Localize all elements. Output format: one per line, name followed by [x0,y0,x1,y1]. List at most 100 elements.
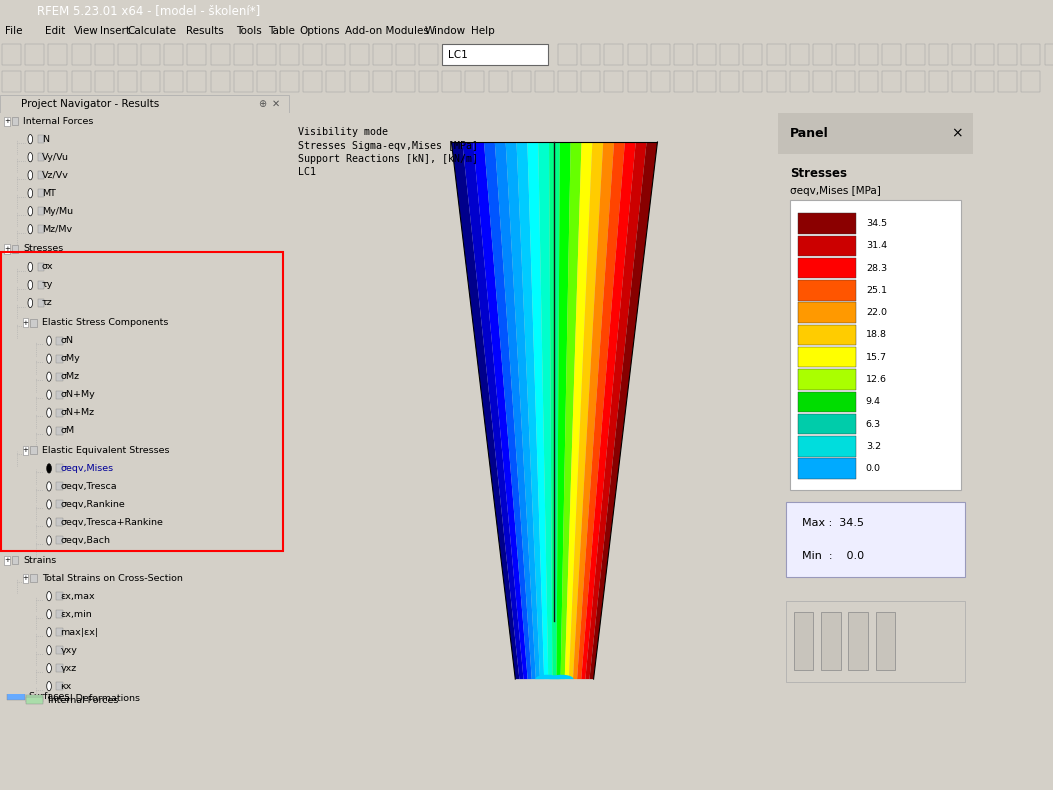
Bar [465,70,484,92]
Text: Insert: Insert [100,26,130,36]
Bar [2,70,21,92]
Bar [141,70,160,92]
Bar [906,43,925,66]
Bar [442,70,461,92]
Bar [882,70,901,92]
Text: 25.1: 25.1 [866,286,887,295]
Bar [859,43,878,66]
Bar [0,95,289,113]
Bar [535,70,554,92]
Circle shape [46,627,52,637]
Text: Tools: Tools [236,26,261,36]
Bar [798,347,856,367]
Circle shape [46,482,52,491]
Text: RFEM 5.23.01 x64 - [model - školení*]: RFEM 5.23.01 x64 - [model - školení*] [37,4,260,17]
Bar [697,70,716,92]
Text: MT: MT [42,189,56,198]
Bar [396,70,415,92]
Circle shape [46,536,52,545]
Text: +: + [23,320,28,325]
Bar [280,70,299,92]
Bar [31,446,37,454]
Text: 0.0: 0.0 [866,464,880,473]
Text: 15.7: 15.7 [866,353,887,362]
Polygon shape [462,142,523,679]
Bar [798,414,856,435]
Bar [798,369,856,389]
Text: N: N [42,134,48,144]
Bar [790,43,809,66]
Bar [1045,43,1053,66]
Text: Total Strains on Cross-Section: Total Strains on Cross-Section [42,574,183,583]
Bar [72,70,91,92]
Text: Internal Forces: Internal Forces [23,117,94,126]
Circle shape [46,517,52,527]
Bar [211,70,230,92]
Text: τy: τy [42,280,54,289]
Polygon shape [556,142,571,679]
Bar [118,70,137,92]
Text: εx,max: εx,max [61,592,95,600]
Text: 31.4: 31.4 [866,242,887,250]
Bar [4,555,9,565]
Bar [23,574,28,583]
Bar [720,43,739,66]
Text: σeqv,Bach: σeqv,Bach [61,536,111,545]
Polygon shape [560,142,581,679]
Bar [187,43,206,66]
Bar [118,43,137,66]
Bar [674,43,693,66]
Polygon shape [585,142,647,679]
Bar [350,43,369,66]
Text: 12.6: 12.6 [866,375,887,384]
Bar [558,70,577,92]
Bar [56,483,62,491]
Bar [38,299,44,307]
Bar [56,390,62,399]
Bar [798,436,856,457]
Text: σM: σM [61,426,75,435]
Circle shape [46,682,52,690]
Circle shape [46,645,52,655]
Bar [373,43,392,66]
Bar [56,536,62,544]
Text: Visibility mode
Stresses Sigma-eqv,Mises [MPa]
Support Reactions [kN], [kN/m]
LC: Visibility mode Stresses Sigma-eqv,Mises… [298,127,478,177]
Bar [628,43,647,66]
Text: Calculate: Calculate [127,26,177,36]
Polygon shape [484,142,532,679]
Text: max|εx|: max|εx| [61,628,99,637]
Bar [56,628,62,636]
Circle shape [46,592,52,601]
Bar [975,70,994,92]
Bar [794,612,813,671]
Circle shape [28,189,33,198]
Bar [31,318,37,327]
Text: σeqv,Mises: σeqv,Mises [61,464,114,473]
Bar [141,43,160,66]
Circle shape [46,354,52,363]
Bar [257,43,276,66]
Bar [56,427,62,435]
Bar [12,245,18,253]
Bar [998,70,1017,92]
Bar [396,43,415,66]
Text: τz: τz [42,299,53,307]
Bar [56,664,62,672]
Bar [164,70,183,92]
Bar [56,646,62,654]
Text: σMz: σMz [61,372,80,381]
Bar [975,43,994,66]
Bar [56,373,62,381]
Bar [56,500,62,509]
Bar [836,43,855,66]
Bar [419,70,438,92]
Text: Stresses: Stresses [23,244,63,254]
Text: +: + [4,557,9,563]
Text: κx: κx [61,682,72,690]
Text: σN: σN [61,337,74,345]
Bar [56,337,62,344]
Circle shape [46,390,52,399]
Bar [2,43,21,66]
Circle shape [46,610,52,619]
Text: My/Mu: My/Mu [42,207,73,216]
